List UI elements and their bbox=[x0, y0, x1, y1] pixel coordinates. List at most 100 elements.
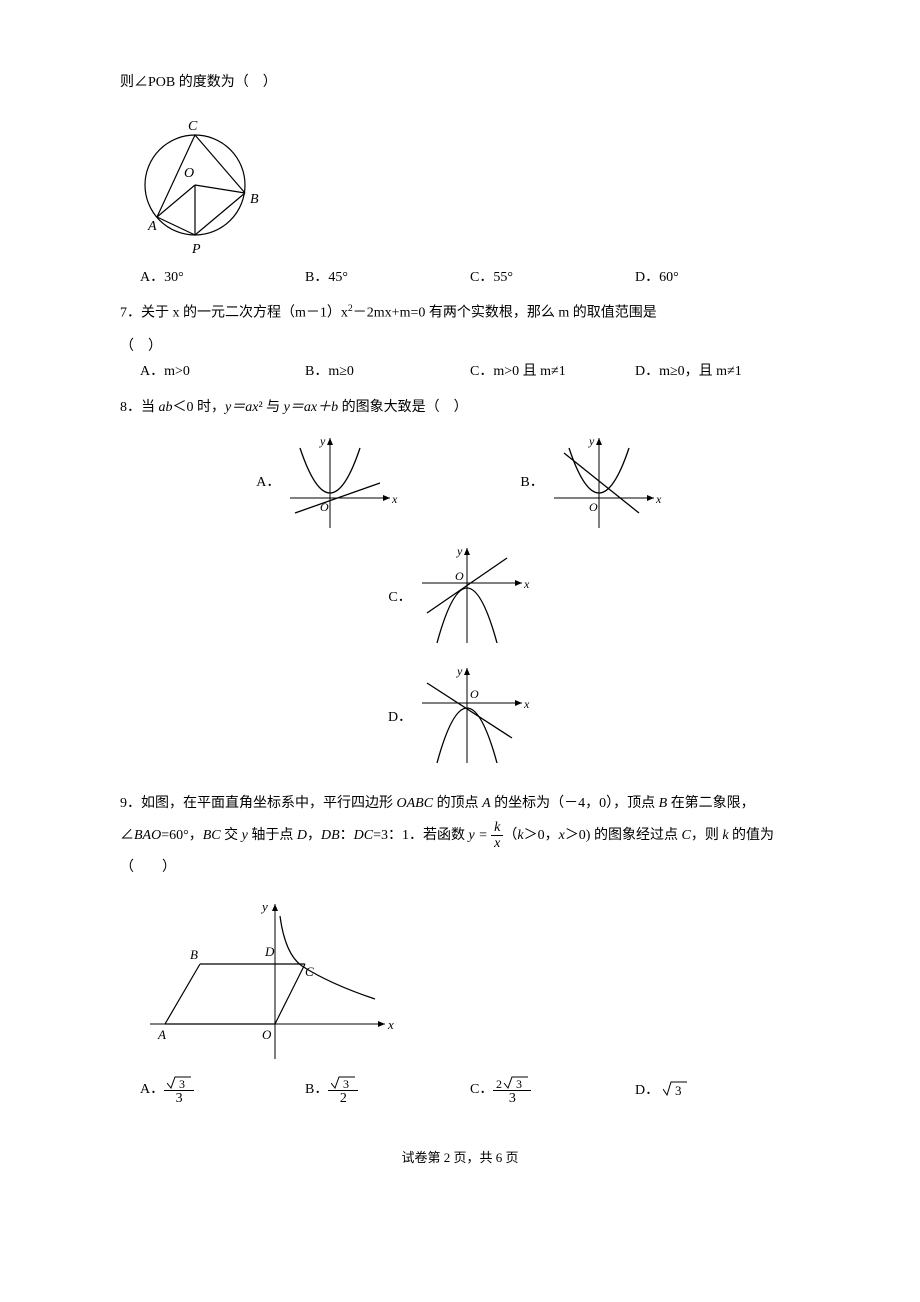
q9-l2n: =3：1．若函数 bbox=[373, 828, 468, 843]
q9-opt-d: D． 3 bbox=[635, 1078, 800, 1103]
q9-B: B bbox=[659, 796, 668, 811]
svg-text:x: x bbox=[523, 577, 530, 591]
q8-graph-b: x y O bbox=[544, 433, 664, 533]
q9-l2o: （ bbox=[503, 828, 517, 843]
q9-A: A bbox=[482, 796, 491, 811]
svg-text:O: O bbox=[262, 1027, 272, 1042]
question-8: 8．当 ab＜0 时，y＝ax² 与 y＝ax＋b 的图象大致是（ ） A． x… bbox=[120, 395, 800, 778]
q7-mid: －2mx+m=0 有两个实数根，那么 m 的取值范围是 bbox=[353, 306, 657, 321]
q8-options-row1: A． x y O B． x y O bbox=[120, 428, 800, 538]
q9-DB: DB bbox=[321, 828, 340, 843]
q9-l3d: ，则 bbox=[691, 828, 723, 843]
q8-graph-c: x y O bbox=[412, 543, 532, 653]
question-7: 7．关于 x 的一元二次方程（m－1）x2－2mx+m=0 有两个实数根，那么 … bbox=[120, 300, 800, 384]
q7-pre: 7．关于 x 的一元二次方程（m－1）x bbox=[120, 306, 348, 321]
q8-options-row2: C． x y O D． x y O bbox=[120, 538, 800, 778]
svg-text:B: B bbox=[190, 947, 198, 962]
q8-pre: 8．当 bbox=[120, 400, 159, 415]
svg-text:3: 3 bbox=[516, 1077, 522, 1089]
q6-opt-c: C．55° bbox=[470, 265, 635, 290]
q8-mid2: ＜0 时， bbox=[173, 400, 226, 415]
q9-options: A． 3 3 B． 3 2 C． 23 3 D． 3 bbox=[140, 1074, 800, 1106]
svg-text:O: O bbox=[455, 569, 464, 583]
svg-text:y: y bbox=[456, 664, 463, 678]
page-footer: 试卷第 2 页，共 6 页 bbox=[120, 1146, 800, 1169]
q9-DC: DC bbox=[354, 828, 373, 843]
q6-options: A．30° B．45° C．55° D．60° bbox=[140, 265, 800, 290]
q7-options: A．m>0 B．m≥0 C．m>0 且 m≠1 D．m≥0，且 m≠1 bbox=[140, 359, 800, 384]
svg-text:x: x bbox=[391, 492, 398, 506]
q8-opt-d: D． x y O bbox=[388, 663, 532, 773]
q8-opt-c: C． x y O bbox=[388, 543, 531, 653]
svg-text:B: B bbox=[250, 192, 259, 207]
q8-opt-a-label: A． bbox=[256, 470, 280, 495]
q8-opt-b-label: B． bbox=[520, 470, 543, 495]
q9-l1a: 9．如图，在平面直角坐标系中，平行四边形 bbox=[120, 796, 397, 811]
q8-opt-b: B． x y O bbox=[520, 433, 663, 533]
q9-opt-c: C． 23 3 bbox=[470, 1074, 635, 1106]
question-6: 则∠POB 的度数为（ ） A P B C O A．30° B．45° C．55… bbox=[120, 70, 800, 290]
q7-opt-b: B．m≥0 bbox=[305, 359, 470, 384]
q9-l3b: ＞0) 的图象经过点 bbox=[565, 828, 682, 843]
q9-opt-a: A． 3 3 bbox=[140, 1074, 305, 1106]
q7-opt-a: A．m>0 bbox=[140, 359, 305, 384]
svg-text:C: C bbox=[305, 964, 314, 979]
q8-mid4: ² 与 bbox=[258, 400, 283, 415]
svg-text:x: x bbox=[523, 697, 530, 711]
q6-tail: 则∠POB 的度数为（ ） bbox=[120, 70, 800, 95]
q9-l2f: 交 bbox=[221, 828, 242, 843]
q7-opt-d: D．m≥0，且 m≠1 bbox=[635, 359, 800, 384]
question-9: 9．如图，在平面直角坐标系中，平行四边形 OABC 的顶点 A 的坐标为（－4，… bbox=[120, 788, 800, 1106]
q9-oabc: OABC bbox=[397, 796, 434, 811]
q9-l2d: =60°， bbox=[161, 828, 203, 843]
svg-text:y: y bbox=[456, 544, 463, 558]
q8-opt-a: A． x y O bbox=[256, 433, 400, 533]
q8-graph-d: x y O bbox=[412, 663, 532, 773]
svg-text:O: O bbox=[589, 500, 598, 514]
svg-text:A: A bbox=[157, 1027, 166, 1042]
q6-figure: A P B C O bbox=[140, 105, 800, 255]
q6-opt-d: D．60° bbox=[635, 265, 800, 290]
q9-l2h: 轴于点 bbox=[248, 828, 297, 843]
q9-l1c: 的顶点 bbox=[433, 796, 482, 811]
q8-yax2: y＝ax bbox=[225, 400, 258, 415]
svg-text:P: P bbox=[191, 242, 201, 255]
q8-opt-c-label: C． bbox=[388, 585, 411, 610]
q9-C: C bbox=[681, 828, 690, 843]
q6-opt-a: A．30° bbox=[140, 265, 305, 290]
svg-text:O: O bbox=[470, 687, 479, 701]
q8-yaxb: y＝ax＋b bbox=[284, 400, 338, 415]
q9-l1e: 的坐标为（－4，0），顶点 bbox=[491, 796, 659, 811]
svg-text:x: x bbox=[655, 492, 662, 506]
q9-l2j: ， bbox=[307, 828, 321, 843]
q9-D: D bbox=[297, 828, 307, 843]
q6-opt-b: B．45° bbox=[305, 265, 470, 290]
svg-text:A: A bbox=[147, 219, 157, 234]
q8-text: 8．当 ab＜0 时，y＝ax² 与 y＝ax＋b 的图象大致是（ ） bbox=[120, 395, 800, 420]
q7-paren: （ ） bbox=[120, 334, 800, 359]
svg-text:3: 3 bbox=[675, 1083, 682, 1096]
svg-text:x: x bbox=[387, 1017, 394, 1032]
svg-text:C: C bbox=[188, 119, 198, 134]
svg-text:D: D bbox=[264, 944, 275, 959]
q8-graph-a: x y O bbox=[280, 433, 400, 533]
q9-figure: x y O A B C D bbox=[140, 894, 800, 1064]
q8-post: 的图象大致是（ ） bbox=[338, 400, 468, 415]
svg-text:3: 3 bbox=[179, 1077, 185, 1089]
q8-opt-d-label: D． bbox=[388, 705, 412, 730]
q9-l2l: ： bbox=[340, 828, 354, 843]
svg-text:y: y bbox=[588, 434, 595, 448]
svg-text:y: y bbox=[260, 899, 268, 914]
svg-text:2: 2 bbox=[496, 1077, 502, 1089]
svg-text:O: O bbox=[184, 166, 194, 181]
q7-opt-c: C．m>0 且 m≠1 bbox=[470, 359, 635, 384]
q9-text: 9．如图，在平面直角坐标系中，平行四边形 OABC 的顶点 A 的坐标为（－4，… bbox=[120, 788, 800, 885]
q8-ab: ab bbox=[159, 400, 173, 415]
q9-opt-b: B． 3 2 bbox=[305, 1074, 470, 1106]
q9-BAO: BAO bbox=[134, 828, 161, 843]
svg-text:y: y bbox=[319, 434, 326, 448]
q9-func: y = kx bbox=[468, 828, 503, 843]
q9-l2q: ＞0， bbox=[524, 828, 559, 843]
q9-BC: BC bbox=[203, 828, 221, 843]
q7-text: 7．关于 x 的一元二次方程（m－1）x2－2mx+m=0 有两个实数根，那么 … bbox=[120, 300, 800, 326]
